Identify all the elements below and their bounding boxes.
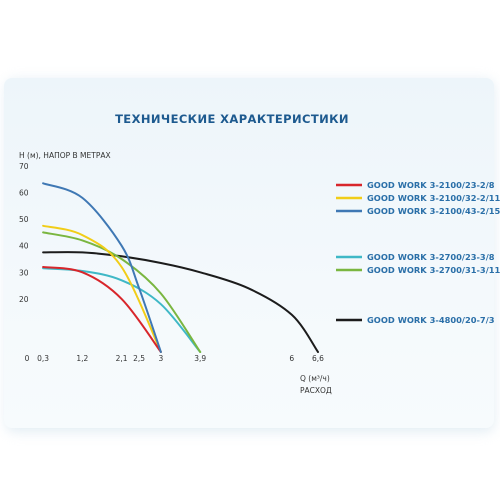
y-tick-label-30: 30 [19,268,29,277]
series-line-2 [42,224,162,353]
series-line-5 [42,231,202,353]
series-line-3 [42,182,162,353]
x-tick-label-6: 6 [289,354,294,363]
series-line-6 [42,251,319,353]
legend-label-6: GOOD WORK 3-4800/20-7/3 [367,315,495,325]
legend: GOOD WORK 3-2100/23-2/8 GOOD WORK 3-2100/… [336,180,500,325]
y-tick-label-50: 50 [19,215,29,224]
x-tick-labels: 0,3 1,2 2,1 2,5 3 3,9 6 6,6 [37,354,324,363]
x-axis-label: Q (м³/ч) [300,374,330,383]
legend-label-2: GOOD WORK 3-2100/32-2/11 [367,193,500,203]
x-tick-label-3-9: 3,9 [194,354,206,363]
y-axis-label: Н (м), НАПОР В МЕТРАХ [19,151,111,160]
x-tick-label-2-5: 2,5 [133,354,145,363]
x-tick-label-1-2: 1,2 [76,354,88,363]
legend-label-4: GOOD WORK 3-2700/23-3/8 [367,252,495,262]
origin-label: 0 [25,354,30,363]
series-line-1 [42,266,162,353]
x-tick-label-6-6: 6,6 [312,354,324,363]
y-tick-label-70: 70 [19,162,29,171]
y-tick-labels: 20 30 40 50 60 70 [19,162,29,304]
x-tick-label-2-1: 2,1 [116,354,128,363]
y-tick-label-40: 40 [19,242,29,251]
series-curves [42,182,319,353]
legend-label-5: GOOD WORK 3-2700/31-3/11 [367,265,500,275]
x-tick-label-3: 3 [159,354,164,363]
y-tick-label-60: 60 [19,189,29,198]
legend-label-1: GOOD WORK 3-2100/23-2/8 [367,180,495,190]
y-tick-label-20: 20 [19,295,29,304]
series-line-4 [42,267,202,353]
chart-title: ТЕХНИЧЕСКИЕ ХАРАКТЕРИСТИКИ [115,112,349,126]
legend-label-3: GOOD WORK 3-2100/43-2/15 [367,206,500,216]
x-tick-label-0-3: 0,3 [37,354,49,363]
x-axis-label-secondary: РАСХОД [300,386,332,395]
